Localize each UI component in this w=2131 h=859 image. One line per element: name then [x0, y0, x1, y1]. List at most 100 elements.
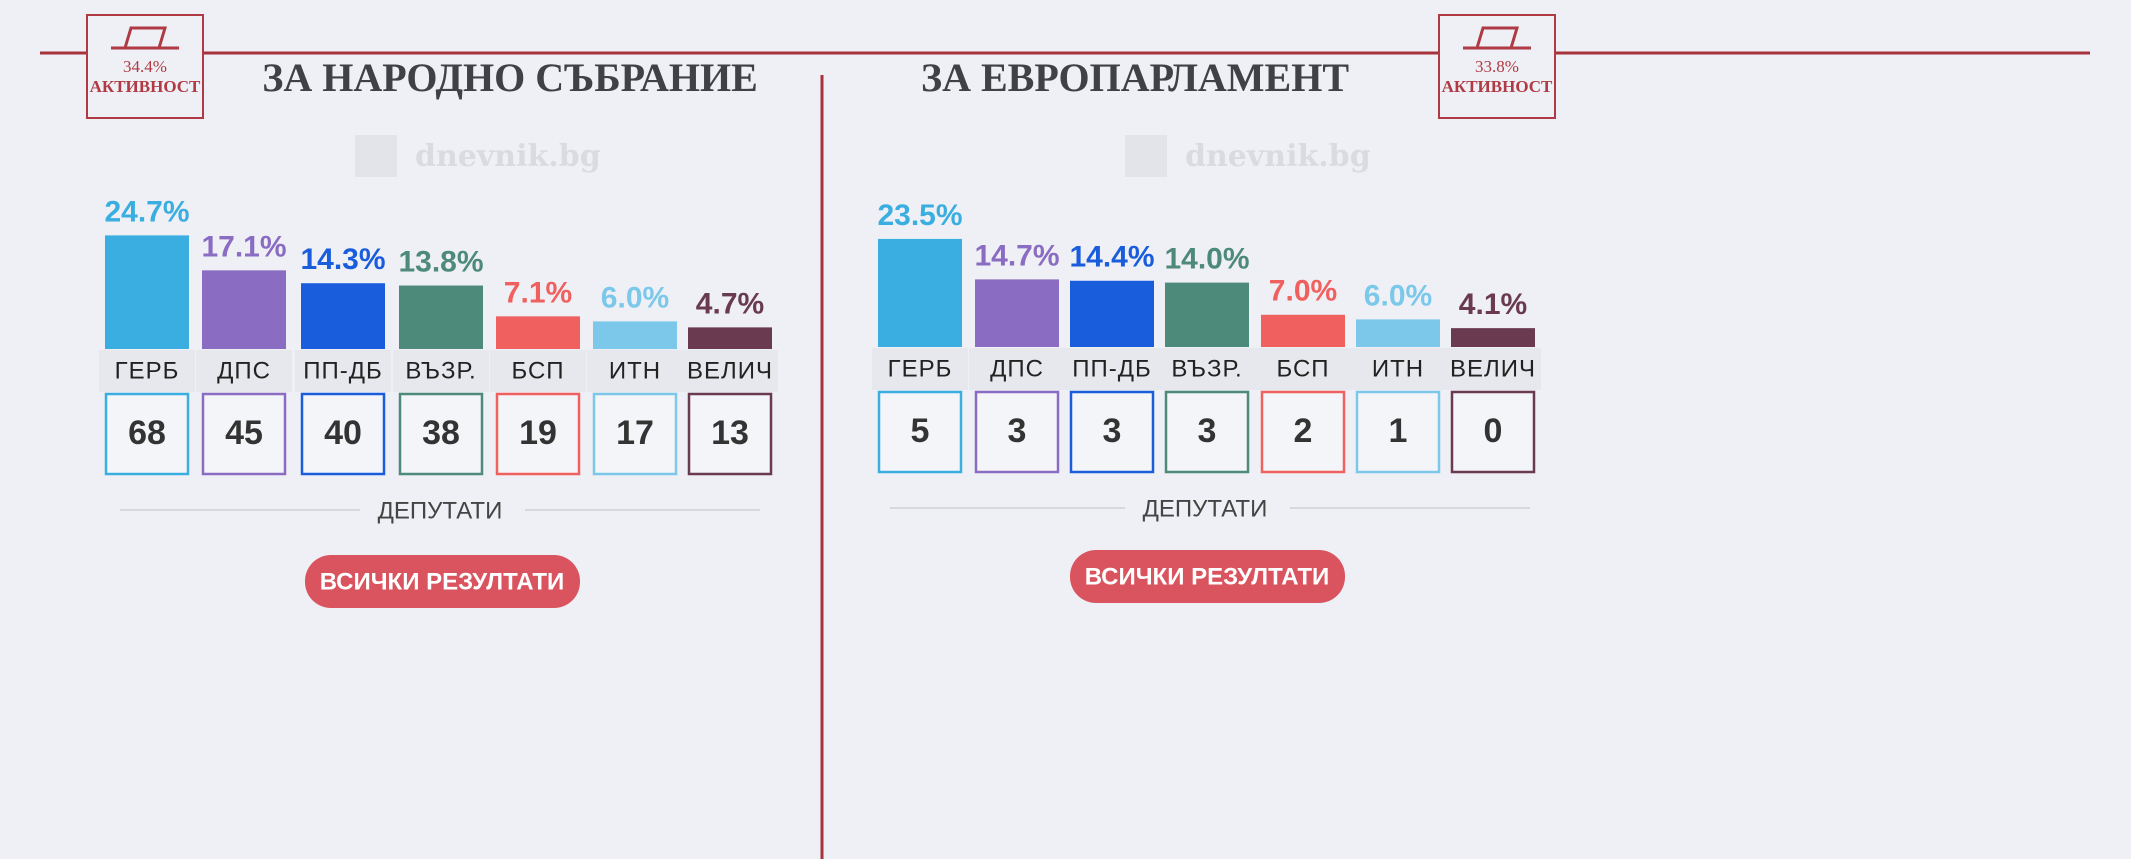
- seat-box: [1355, 390, 1441, 474]
- seat-count: 45: [225, 414, 263, 452]
- value-label: 14.7%: [974, 239, 1059, 272]
- seat-box: [1260, 390, 1346, 474]
- turnout-label: АКТИВНОСТ: [90, 77, 201, 96]
- seat-box: [1450, 390, 1536, 474]
- seat-box: [104, 392, 190, 476]
- turnout-label: АКТИВНОСТ: [1442, 77, 1553, 96]
- bar: [202, 270, 286, 349]
- turnout-value: 34.4%: [123, 57, 167, 76]
- seat-count: 3: [1198, 412, 1217, 450]
- value-label: 7.0%: [1269, 275, 1337, 308]
- category-band: [587, 350, 683, 392]
- category-label: ВЪЗР.: [405, 357, 476, 384]
- ballot-icon: [1463, 26, 1531, 50]
- value-label: 24.7%: [104, 195, 189, 228]
- bar: [301, 283, 385, 349]
- seat-box: [300, 392, 386, 476]
- category-label: ПП-ДБ: [1072, 355, 1152, 382]
- category-label: ВЕЛИЧ: [687, 357, 773, 384]
- seat-count: 68: [128, 414, 166, 452]
- seats-label: ДЕПУТАТИ: [378, 497, 503, 524]
- value-label: 6.0%: [1364, 279, 1432, 312]
- category-band: [872, 348, 968, 390]
- category-band: [295, 350, 391, 392]
- seat-box: [495, 392, 581, 476]
- category-band: [1159, 348, 1255, 390]
- category-label: ВЕЛИЧ: [1450, 355, 1536, 382]
- category-label: ДПС: [217, 357, 271, 384]
- turnout-box: [86, 14, 204, 119]
- value-label: 14.4%: [1069, 241, 1154, 274]
- category-label: ПП-ДБ: [303, 357, 383, 384]
- value-label: 17.1%: [201, 230, 286, 263]
- seat-box: [974, 390, 1060, 474]
- seat-box: [1069, 390, 1155, 474]
- category-band: [682, 350, 778, 392]
- bar: [496, 316, 580, 349]
- category-label: БСП: [1276, 355, 1329, 382]
- seat-count: 5: [911, 412, 930, 450]
- category-label: ИТН: [1372, 355, 1424, 382]
- bar: [1356, 319, 1440, 347]
- category-band: [1350, 348, 1446, 390]
- seat-count: 0: [1484, 412, 1503, 450]
- seat-box: [1164, 390, 1250, 474]
- seat-count: 19: [519, 414, 557, 452]
- seat-count: 17: [616, 414, 654, 452]
- ballot-icon: [111, 26, 179, 50]
- turnout-box: [1438, 14, 1556, 119]
- results-button-label[interactable]: ВСИЧКИ РЕЗУЛТАТИ: [320, 568, 565, 595]
- category-label: ИТН: [609, 357, 661, 384]
- bar: [688, 327, 772, 349]
- watermark-icon: [355, 135, 397, 177]
- category-band: [99, 350, 195, 392]
- bar: [105, 235, 189, 349]
- category-band: [490, 350, 586, 392]
- seat-box: [687, 392, 773, 476]
- category-band: [1064, 348, 1160, 390]
- bar: [1070, 280, 1154, 347]
- results-button-label[interactable]: ВСИЧКИ РЕЗУЛТАТИ: [1085, 563, 1330, 590]
- value-label: 4.1%: [1459, 288, 1527, 321]
- category-label: ГЕРБ: [888, 355, 953, 382]
- value-label: 23.5%: [877, 199, 962, 232]
- category-band: [1445, 348, 1541, 390]
- category-band: [196, 350, 292, 392]
- seat-count: 1: [1389, 412, 1408, 450]
- value-label: 14.0%: [1164, 243, 1249, 276]
- watermark: dnevnik.bg: [1185, 139, 1371, 174]
- seat-count: 38: [422, 414, 460, 452]
- results-button[interactable]: [1070, 550, 1345, 603]
- seat-count: 13: [711, 414, 749, 452]
- seat-box: [592, 392, 678, 476]
- results-button[interactable]: [305, 555, 580, 608]
- bar: [1451, 328, 1535, 347]
- section-title: ЗА НАРОДНО СЪБРАНИЕ: [262, 55, 758, 100]
- category-label: ВЪЗР.: [1171, 355, 1242, 382]
- value-label: 6.0%: [601, 281, 669, 314]
- bar: [878, 238, 962, 347]
- bar: [593, 321, 677, 349]
- category-label: ГЕРБ: [115, 357, 180, 384]
- category-label: ДПС: [990, 355, 1044, 382]
- seat-count: 3: [1103, 412, 1122, 450]
- category-band: [393, 350, 489, 392]
- value-label: 14.3%: [300, 243, 385, 276]
- seat-box: [877, 390, 963, 474]
- seat-box: [201, 392, 287, 476]
- value-label: 13.8%: [398, 245, 483, 278]
- category-band: [1255, 348, 1351, 390]
- category-band: [969, 348, 1065, 390]
- bar: [975, 279, 1059, 347]
- seat-count: 3: [1008, 412, 1027, 450]
- watermark: dnevnik.bg: [415, 139, 601, 174]
- turnout-value: 33.8%: [1475, 57, 1519, 76]
- bar: [1261, 314, 1345, 347]
- seat-box: [398, 392, 484, 476]
- value-label: 7.1%: [504, 276, 572, 309]
- bar: [399, 285, 483, 349]
- seat-count: 40: [324, 414, 362, 452]
- watermark-icon: [1125, 135, 1167, 177]
